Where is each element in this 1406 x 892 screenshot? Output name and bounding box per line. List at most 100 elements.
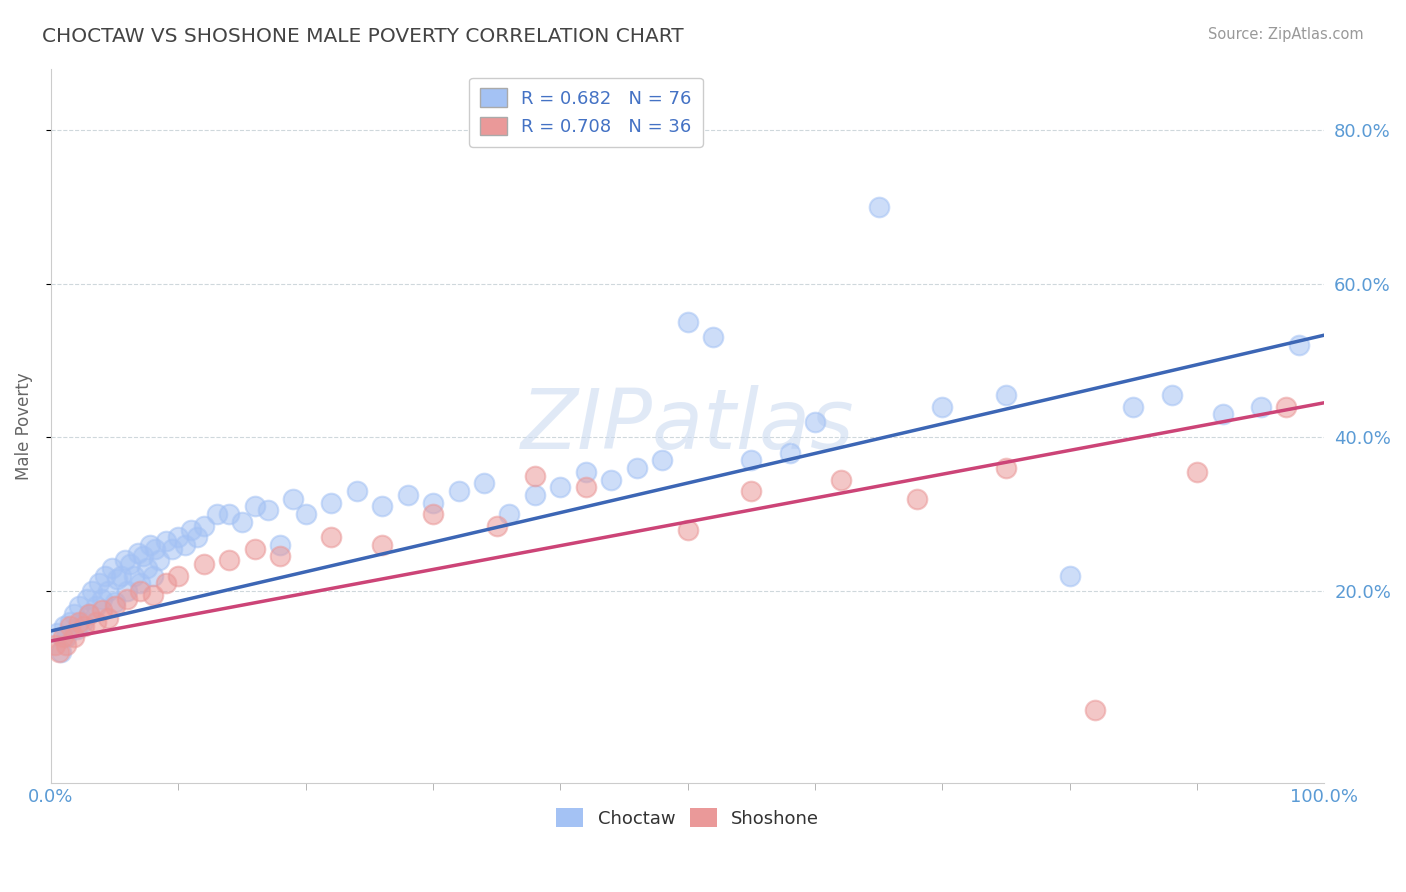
Point (523, 468, 546, 483)
Point (1275, 400, 1298, 414)
Point (67, 615, 90, 629)
Point (281, 491, 304, 506)
Point (63, 607, 86, 621)
Point (600, 473, 623, 487)
Point (218, 553, 240, 567)
Point (472, 476, 495, 491)
Point (575, 480, 598, 494)
Point (243, 541, 266, 556)
Point (321, 495, 343, 509)
Point (575, 465, 598, 479)
Point (110, 568, 132, 582)
Point (1084, 703, 1107, 717)
Point (129, 584, 152, 599)
Point (180, 523, 202, 537)
Point (73, 618, 96, 632)
Point (1250, 400, 1272, 414)
Point (76, 591, 98, 606)
Text: CHOCTAW VS SHOSHONE MALE POVERTY CORRELATION CHART: CHOCTAW VS SHOSHONE MALE POVERTY CORRELA… (42, 27, 683, 45)
Point (346, 484, 368, 499)
Point (72, 615, 94, 629)
Point (868, 200, 890, 214)
Point (91, 591, 114, 606)
Point (422, 495, 444, 509)
Point (77, 607, 100, 621)
Point (118, 557, 141, 571)
Point (91, 603, 114, 617)
Point (676, 315, 699, 329)
Text: Source: ZipAtlas.com: Source: ZipAtlas.com (1208, 27, 1364, 42)
Point (447, 484, 470, 499)
Point (135, 561, 157, 575)
Point (905, 491, 928, 506)
Point (89, 576, 111, 591)
Point (97, 611, 120, 625)
Point (129, 576, 152, 591)
Point (55, 630, 77, 644)
Y-axis label: Male Poverty: Male Poverty (15, 372, 32, 480)
Point (59, 618, 82, 632)
Point (193, 518, 215, 533)
Point (51, 630, 73, 644)
Point (52, 618, 75, 632)
Point (1288, 338, 1310, 352)
Point (114, 553, 136, 567)
Point (67, 599, 90, 614)
Point (101, 561, 124, 575)
Point (105, 573, 128, 587)
Point (142, 568, 165, 582)
Point (651, 453, 673, 467)
Point (46, 626, 69, 640)
Point (498, 507, 520, 521)
Point (117, 584, 139, 599)
Point (63, 630, 86, 644)
Point (193, 557, 215, 571)
Point (676, 523, 699, 537)
Point (97, 584, 120, 599)
Point (84, 615, 107, 629)
Point (160, 541, 183, 556)
Point (294, 507, 316, 521)
Point (1122, 400, 1144, 414)
Point (148, 553, 170, 567)
Point (155, 576, 177, 591)
Point (1160, 388, 1182, 402)
Point (59, 615, 82, 629)
Point (371, 538, 394, 552)
Text: ZIPatlas: ZIPatlas (520, 385, 855, 467)
Point (155, 534, 177, 549)
Point (931, 400, 953, 414)
Point (804, 415, 827, 429)
Point (51, 645, 73, 659)
Point (995, 388, 1018, 402)
Point (702, 330, 724, 344)
Point (205, 507, 228, 521)
Point (80, 584, 103, 599)
Point (779, 445, 801, 459)
Point (132, 549, 155, 564)
Point (550, 480, 572, 494)
Point (371, 500, 394, 514)
Point (269, 549, 291, 564)
Point (93, 568, 115, 582)
Point (167, 568, 190, 582)
Point (485, 518, 508, 533)
Point (186, 530, 208, 544)
Point (117, 591, 139, 606)
Point (1059, 568, 1081, 582)
Point (173, 538, 195, 552)
Point (396, 488, 419, 502)
Point (127, 545, 149, 559)
Point (740, 453, 762, 467)
Point (48, 645, 70, 659)
Point (55, 638, 77, 652)
Point (830, 473, 852, 487)
Point (321, 530, 343, 544)
Point (995, 461, 1018, 475)
Point (142, 588, 165, 602)
Legend: Choctaw, Shoshone: Choctaw, Shoshone (548, 801, 827, 835)
Point (167, 530, 190, 544)
Point (231, 515, 253, 529)
Point (740, 484, 762, 499)
Point (65, 623, 87, 637)
